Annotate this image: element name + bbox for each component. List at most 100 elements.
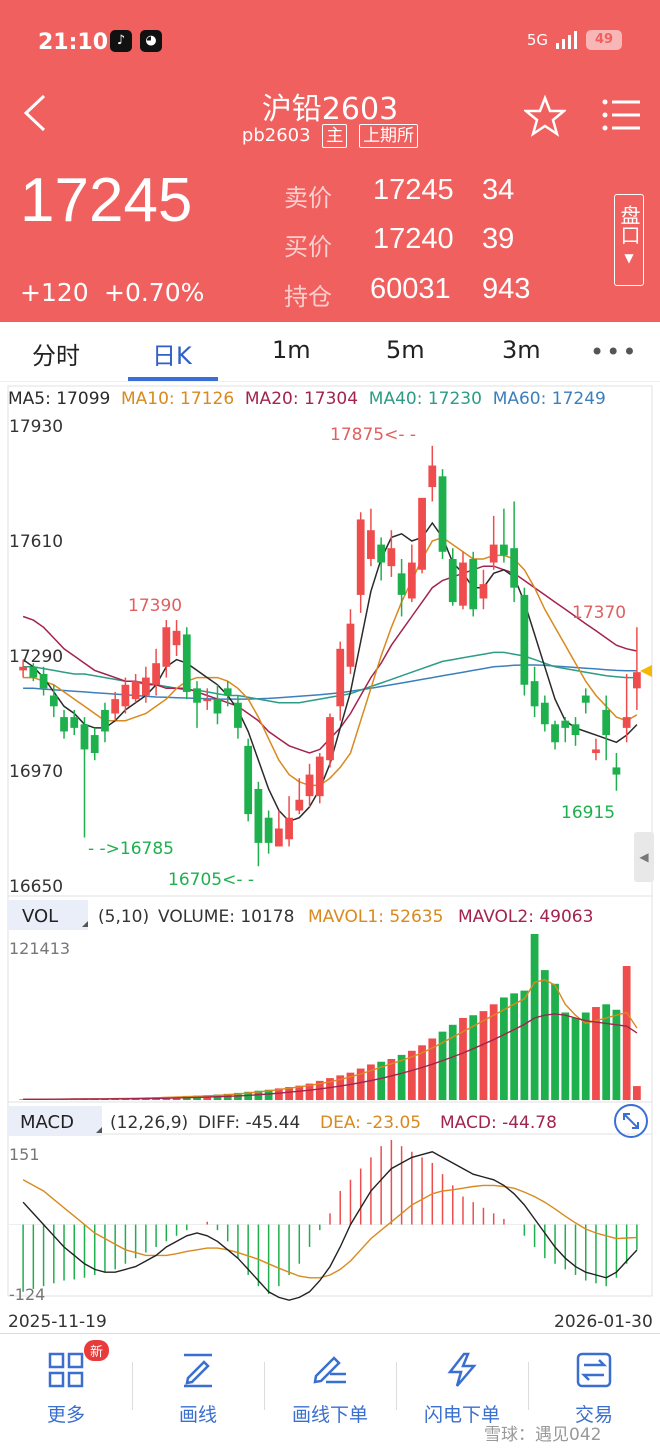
candle-body — [326, 717, 334, 761]
volume-bar — [622, 966, 631, 1100]
more-tabs-button[interactable]: ••• — [590, 338, 639, 366]
nav-more[interactable]: 新 更多 — [0, 1334, 132, 1434]
volume-bar — [418, 1045, 426, 1100]
bid-volume: 39 — [482, 223, 515, 255]
bottom-toolbar: 新 更多 画线 画线下单 闪电下单 交易 — [0, 1333, 660, 1453]
candle-body — [172, 630, 181, 646]
candle-body — [540, 702, 549, 725]
contract-code: pb2603 — [241, 125, 311, 146]
tab-3m[interactable]: 3m — [502, 336, 541, 364]
volume-bar — [530, 934, 539, 1100]
draw-line-icon — [184, 1353, 212, 1388]
volume-bar — [387, 1058, 396, 1100]
expand-icon[interactable] — [614, 1104, 648, 1138]
volume-bar — [346, 1072, 355, 1100]
candle-body — [193, 688, 201, 703]
volume-bar — [367, 1064, 375, 1100]
ma5-line — [22, 521, 638, 823]
candle-body — [581, 695, 590, 703]
volume-bar — [438, 1031, 447, 1100]
network-indicator: 5G — [526, 31, 548, 49]
volume-bar — [469, 1015, 478, 1100]
lightning-icon — [447, 1352, 477, 1387]
volume-bar — [448, 1024, 457, 1100]
side-panel-handle[interactable]: ◀ — [634, 832, 654, 882]
mavol1-value: MAVOL1: 52635 — [308, 907, 443, 927]
kline-chart[interactable]: MA5: 17099 MA10: 17126 MA20: 17304 MA40: 17… — [0, 382, 660, 1332]
volume-bar — [612, 1009, 621, 1100]
volume-bar — [377, 1061, 386, 1100]
candle-body — [295, 799, 304, 811]
ma10-line — [23, 536, 638, 787]
volume-bar — [592, 1007, 600, 1100]
active-tab-indicator — [128, 377, 218, 381]
candle-body — [111, 699, 120, 714]
main-contract-tag: 主 — [322, 124, 348, 148]
candle-body — [530, 681, 539, 707]
nav-lightning-order[interactable]: 闪电下单 — [396, 1334, 528, 1434]
tab-daily-k[interactable]: 日K — [152, 342, 192, 370]
candle-body — [29, 666, 38, 678]
nav-more-label: 更多 — [46, 1404, 85, 1426]
nav-divider — [264, 1362, 265, 1410]
volume-bar — [540, 970, 549, 1100]
bid-label: 买价 — [284, 233, 332, 261]
candle-body — [182, 634, 191, 692]
candle-body — [520, 594, 529, 685]
candle-body — [602, 709, 611, 736]
nav-divider — [396, 1362, 397, 1410]
candle-body — [131, 681, 140, 700]
nav-draw-line[interactable]: 画线 — [132, 1334, 264, 1434]
contract-info: pb2603 主 上期所 — [0, 124, 660, 148]
candle-body — [274, 828, 283, 847]
candle-body — [336, 648, 345, 707]
volume-bar — [489, 1004, 498, 1100]
volume-bar — [500, 997, 508, 1100]
period-tabs: 分时 日K 1m 5m 3m — [0, 322, 660, 382]
high-annotation: 17875<- - — [330, 425, 416, 445]
favorite-star-icon[interactable] — [524, 95, 566, 137]
pankou-button[interactable]: 盘口 ▼ — [614, 194, 644, 286]
mavol2-value: MAVOL2: 49063 — [458, 907, 593, 927]
nav-draw-order-label: 画线下单 — [291, 1404, 368, 1426]
dea-line — [22, 1179, 637, 1279]
candle-body — [622, 717, 631, 728]
macd-params: (12,26,9) — [110, 1113, 188, 1133]
signal-icon — [556, 31, 577, 49]
macd-indicator-label: MACD — [20, 1112, 74, 1133]
price-axis-label: 16650 — [9, 877, 63, 897]
candle-body — [152, 663, 160, 685]
nav-trade[interactable]: 交易 — [528, 1334, 660, 1434]
back-icon[interactable] — [18, 92, 60, 134]
expand-arrows-icon — [623, 1113, 639, 1129]
tab-timeshare[interactable]: 分时 — [32, 342, 80, 370]
volume-bar — [285, 1087, 293, 1100]
candle-body — [377, 544, 386, 563]
volume-bar — [407, 1050, 416, 1100]
vol-max-label: 121413 — [9, 939, 70, 958]
open-interest: 60031 — [370, 273, 451, 305]
candle-body — [60, 717, 68, 732]
candle-body — [510, 548, 519, 588]
chevron-left-icon: ◀ — [639, 850, 649, 864]
candle-body — [162, 627, 171, 667]
candle-body — [39, 673, 48, 689]
candle-body — [632, 672, 641, 689]
ma-legend-0: MA5: 17099 — [8, 389, 110, 409]
candle-body — [551, 724, 559, 743]
ma-legend-3: MA40: 17230 — [369, 389, 482, 409]
candle-body — [479, 584, 488, 599]
vol-params: (5,10) — [98, 907, 149, 927]
tab-1m[interactable]: 1m — [272, 336, 311, 364]
menu-icon[interactable] — [602, 98, 640, 132]
volume-bar — [561, 1012, 570, 1100]
volume-bar — [336, 1075, 345, 1100]
header: 21:10 ♪ ◕ 5G 49 沪铅2603 pb2603 主 上期所 1724… — [0, 0, 660, 322]
volume-bar — [632, 1086, 641, 1100]
candle-body — [213, 699, 222, 714]
tab-5m[interactable]: 5m — [386, 336, 425, 364]
nav-divider — [132, 1362, 133, 1410]
nav-draw-order[interactable]: 画线下单 — [264, 1334, 396, 1434]
candle-body — [101, 709, 109, 732]
price-change: +120 — [20, 278, 89, 307]
